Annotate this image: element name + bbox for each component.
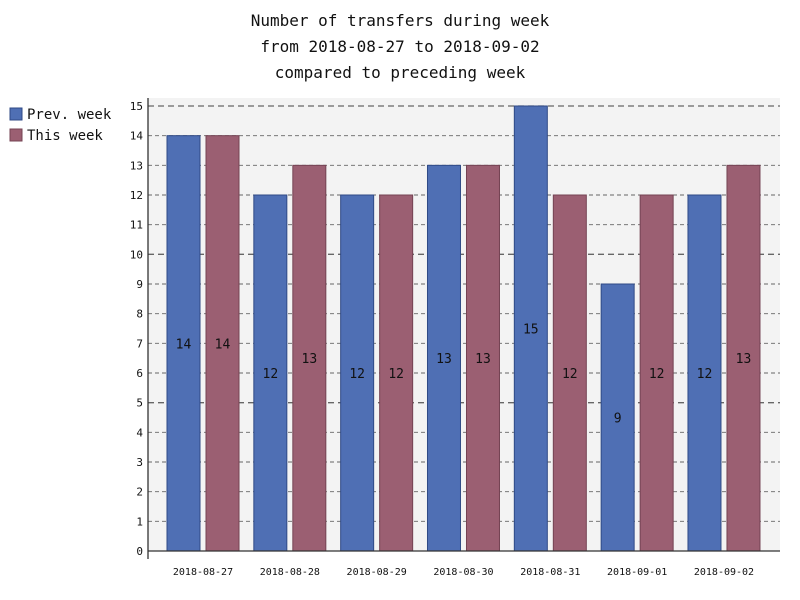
legend-label-this-week: This week bbox=[27, 128, 103, 144]
bar-prev-week-2018-08-29 bbox=[340, 194, 375, 552]
y-tick-label: 14 bbox=[130, 130, 144, 143]
plot-area bbox=[148, 98, 780, 551]
bar-prev-week-2018-08-28 bbox=[253, 194, 288, 552]
y-tick-label: 15 bbox=[130, 100, 143, 113]
data-label-prev-week-2018-08-28: 12 bbox=[263, 367, 279, 382]
grid-lines bbox=[148, 105, 780, 522]
data-label-this-week-2018-09-01: 12 bbox=[649, 367, 665, 382]
x-tick-label-2018-08-31: 2018-08-31 bbox=[520, 567, 580, 578]
y-tick-label: 8 bbox=[136, 308, 143, 321]
y-tick-label: 9 bbox=[136, 278, 143, 291]
bar-this-week-2018-09-01 bbox=[639, 194, 674, 552]
legend-label-prev-week: Prev. week bbox=[27, 107, 112, 123]
chart-title-line-1: Number of transfers during week bbox=[251, 11, 550, 30]
data-label-prev-week-2018-08-31: 15 bbox=[523, 323, 539, 338]
data-label-this-week-2018-08-31: 12 bbox=[562, 367, 578, 382]
y-tick-label: 10 bbox=[130, 248, 143, 261]
bar-this-week-2018-08-30 bbox=[465, 164, 500, 552]
bar-this-week-2018-08-28 bbox=[292, 164, 327, 552]
x-tick-label-2018-08-29: 2018-08-29 bbox=[347, 567, 407, 578]
y-tick-label: 0 bbox=[136, 545, 143, 558]
chart-title-line-2: from 2018-08-27 to 2018-09-02 bbox=[260, 37, 539, 56]
legend-swatch-prev-week bbox=[9, 107, 23, 121]
bar-this-week-2018-08-29 bbox=[379, 194, 414, 552]
x-tick-label-2018-08-27: 2018-08-27 bbox=[173, 567, 233, 578]
y-tick-label: 4 bbox=[136, 426, 143, 439]
data-label-this-week-2018-08-28: 13 bbox=[302, 352, 318, 367]
data-label-prev-week-2018-09-01: 9 bbox=[614, 412, 622, 427]
axes bbox=[147, 98, 780, 559]
chart-title-line-3: compared to preceding week bbox=[275, 63, 526, 82]
data-label-prev-week-2018-08-27: 14 bbox=[176, 337, 192, 352]
data-label-prev-week-2018-08-29: 12 bbox=[349, 367, 365, 382]
y-tick-label: 12 bbox=[130, 189, 143, 202]
y-tick-label: 5 bbox=[136, 397, 143, 410]
data-label-prev-week-2018-09-02: 12 bbox=[697, 367, 713, 382]
legend-swatch-this-week bbox=[9, 128, 23, 142]
chart-legend: Prev. week This week bbox=[9, 107, 112, 144]
y-tick-label: 6 bbox=[136, 367, 143, 380]
data-label-prev-week-2018-08-30: 13 bbox=[436, 352, 452, 367]
bar-prev-week-2018-08-31 bbox=[513, 105, 548, 552]
data-label-this-week-2018-08-30: 13 bbox=[475, 352, 491, 367]
y-tick-label: 2 bbox=[136, 486, 143, 499]
bar-this-week-2018-08-27 bbox=[205, 135, 240, 552]
data-label-this-week-2018-08-27: 14 bbox=[215, 337, 231, 352]
bars bbox=[166, 105, 761, 552]
chart-title: Number of transfers during week from 201… bbox=[251, 11, 550, 82]
bar-prev-week-2018-08-27 bbox=[166, 135, 201, 552]
x-tick-label-2018-09-02: 2018-09-02 bbox=[694, 567, 754, 578]
x-tick-label-2018-09-01: 2018-09-01 bbox=[607, 567, 667, 578]
bar-prev-week-2018-09-01 bbox=[600, 283, 635, 552]
bar-prev-week-2018-08-30 bbox=[426, 164, 461, 552]
y-tick-label: 7 bbox=[136, 337, 143, 350]
y-tick-label: 11 bbox=[130, 219, 143, 232]
bar-this-week-2018-08-31 bbox=[552, 194, 587, 552]
data-label-this-week-2018-09-02: 13 bbox=[736, 352, 752, 367]
data-label-this-week-2018-08-29: 12 bbox=[388, 367, 404, 382]
y-tick-label: 3 bbox=[136, 456, 143, 469]
y-tick-label: 13 bbox=[130, 159, 143, 172]
x-tick-label-2018-08-28: 2018-08-28 bbox=[260, 567, 320, 578]
y-tick-label: 1 bbox=[136, 515, 143, 528]
x-tick-label-2018-08-30: 2018-08-30 bbox=[433, 567, 493, 578]
